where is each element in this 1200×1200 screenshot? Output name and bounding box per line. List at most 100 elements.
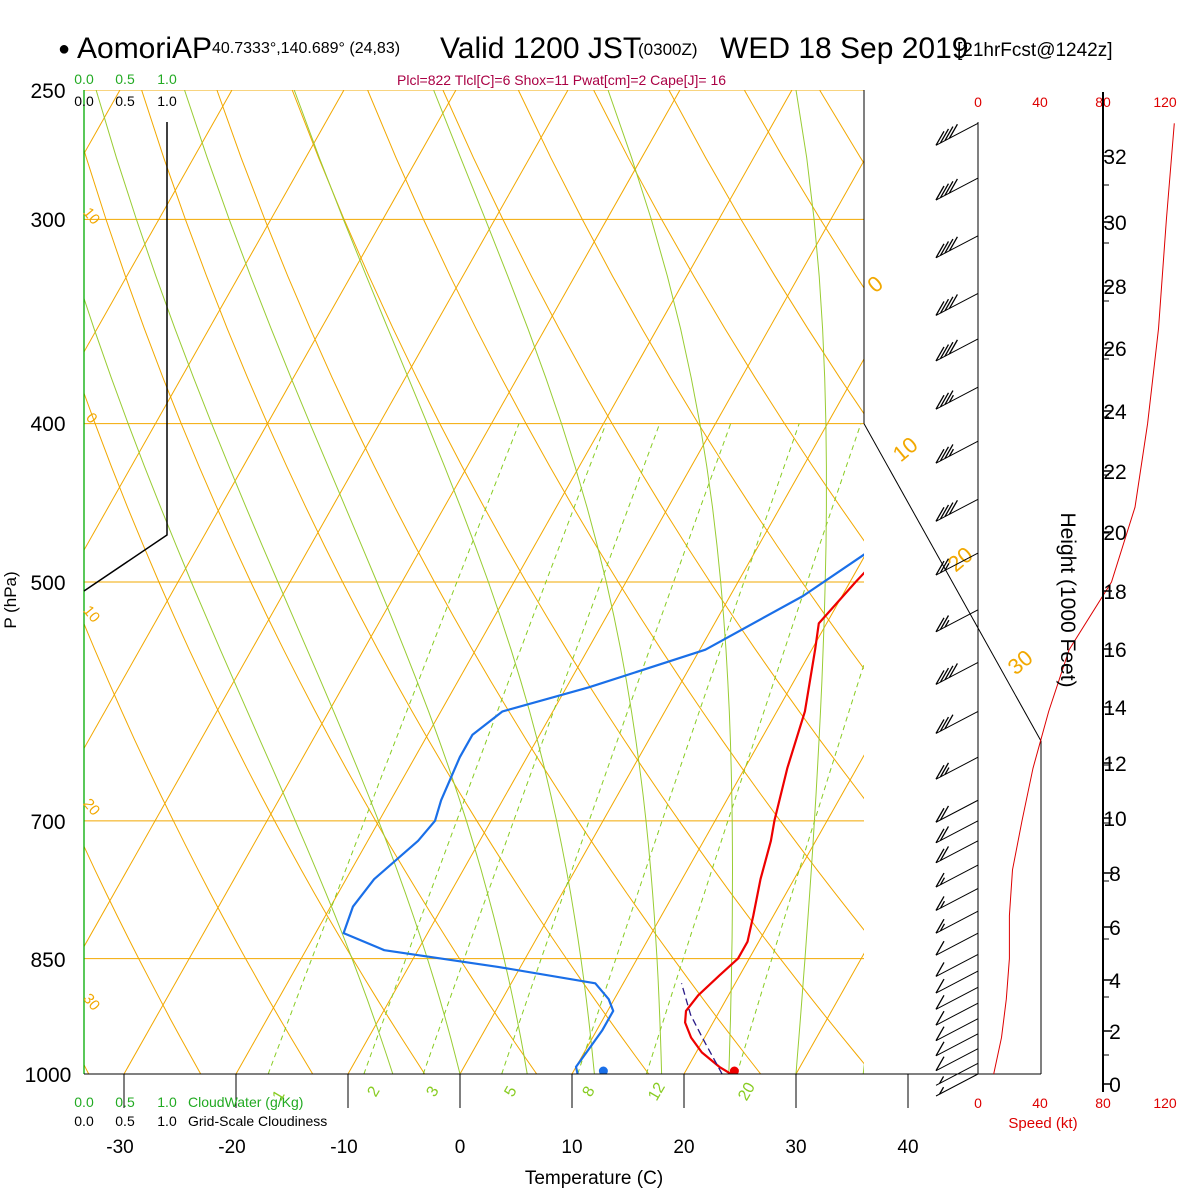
wind-barb-staff — [935, 609, 979, 633]
wind-barb-staff — [935, 498, 979, 522]
wind-barb-flag — [939, 392, 950, 408]
dry-adiabat-line — [593, 90, 864, 542]
wind-barb-flag — [935, 994, 945, 1010]
wind-barb-flag — [935, 828, 945, 844]
mixing-ratio-label: 20 — [735, 1080, 759, 1104]
dry-adiabat-line — [1196, 90, 1200, 1074]
isotherm-label: 10 — [79, 602, 103, 626]
wind-barb — [935, 1002, 979, 1026]
cloud-water-tick-top: 0.5 — [115, 71, 135, 87]
wind-barb — [935, 235, 979, 259]
wind-barb-flag — [944, 665, 954, 681]
wind-barb — [935, 986, 979, 1010]
wind-barb-flag — [935, 185, 945, 201]
wind-barb-staff — [935, 932, 979, 956]
mixing-ratio-line — [645, 423, 862, 1074]
wind-barb-staff — [935, 661, 979, 685]
wind-barb-flag — [948, 236, 958, 252]
wind-barb-flag — [939, 667, 950, 683]
wind-barb-flag — [935, 978, 945, 994]
isotherm-line — [84, 90, 233, 353]
wind-barb-flag — [939, 846, 950, 861]
mixing-ratio-line — [736, 662, 864, 1074]
wind-barb-flag — [935, 764, 945, 780]
wind-barb-staff — [935, 122, 979, 146]
wind-barb-flag — [944, 714, 954, 730]
wind-barb-staff — [935, 910, 979, 934]
moist-adiabat-line — [84, 296, 394, 1074]
height-tick-label: 12 — [1103, 753, 1126, 776]
wind-barb-flag — [939, 241, 950, 256]
temperature-tick-label: 20 — [673, 1137, 694, 1158]
dry-adiabat-line — [84, 845, 202, 1074]
mixing-ratio-line — [267, 423, 520, 1074]
wind-barb-flag — [935, 130, 945, 146]
moist-adiabat-line — [607, 90, 734, 1074]
surface-temperature-point — [729, 1066, 739, 1074]
moist-adiabat-line — [293, 90, 595, 1074]
wind-barb-flag — [944, 341, 954, 357]
height-tick-label: 18 — [1103, 581, 1126, 604]
height-tick-label: 10 — [1103, 808, 1126, 831]
wind-barb — [935, 1062, 979, 1086]
wind-barb-flag — [944, 390, 954, 405]
wind-barb-staff — [935, 954, 979, 977]
wind-barb — [935, 498, 979, 522]
wind-barb-flag — [935, 670, 945, 685]
wind-barb — [935, 910, 979, 934]
wind-barb — [935, 177, 979, 201]
speed-tick-top: 40 — [1032, 94, 1048, 110]
moist-adiabat-line — [95, 90, 461, 1074]
wind-barb — [935, 820, 979, 844]
wind-barb — [935, 954, 979, 977]
wind-barb — [935, 756, 979, 780]
wind-barb-flag — [935, 1056, 945, 1072]
wind-barb-staff — [935, 986, 979, 1010]
dewpoint-line — [342, 553, 864, 1074]
cloudiness-tick-bottom: 1.0 — [157, 1113, 177, 1129]
wind-barb-half — [939, 1086, 945, 1095]
wind-barb — [935, 122, 979, 146]
wind-barb-staff — [935, 756, 979, 780]
speed-tick-bottom: 120 — [1153, 1095, 1177, 1111]
wind-barb-staff — [935, 710, 979, 734]
speed-tick-bottom: 80 — [1095, 1095, 1111, 1111]
wind-barb-staff — [935, 1048, 979, 1072]
cloud-water-tick-bottom: 0.5 — [115, 1094, 135, 1110]
pressure-tick-label: 850 — [30, 949, 65, 972]
wind-barb-flag — [935, 962, 945, 977]
height-tick-label: 32 — [1103, 146, 1126, 169]
cloudiness-tick-bottom: 0.5 — [115, 1113, 135, 1129]
wind-barb-flag — [939, 183, 950, 198]
wind-barb-staff — [935, 1033, 979, 1057]
wind-barb — [935, 386, 979, 410]
mixing-ratio-label: 8 — [580, 1084, 599, 1100]
isotherm-label-right: 10 — [888, 432, 923, 467]
forecast-label: [21hrFcst@1242z] — [957, 40, 1113, 61]
wind-barb-flag — [948, 178, 958, 194]
wind-barb-flag — [939, 558, 950, 574]
wind-barb-flag — [939, 716, 950, 732]
station-coords: 40.7333°,140.689° (24,83) — [212, 40, 401, 57]
speed-tick-top: 120 — [1153, 94, 1177, 110]
wind-barb-staff — [935, 864, 979, 888]
wind-barb-flag — [935, 940, 945, 956]
wind-barb-flag — [939, 805, 950, 821]
wind-barb-flag — [939, 615, 950, 630]
wind-barb-half — [948, 448, 954, 457]
wind-barb-flag — [935, 1010, 945, 1026]
temperature-tick-label: 40 — [897, 1137, 918, 1158]
mixing-ratio-label: 2 — [365, 1084, 384, 1100]
wind-barb — [935, 1073, 979, 1097]
wind-panel: 0040408080120120Speed (kt) — [935, 94, 1177, 1132]
isotherm-line — [84, 90, 345, 552]
cloud-water-tick-bottom: 1.0 — [157, 1094, 177, 1110]
wind-barb-staff — [935, 1018, 979, 1042]
wind-barb — [935, 661, 979, 685]
wind-barb-half — [944, 563, 950, 571]
stability-indices: Plcl=822 Tlcl[C]=6 Shox=11 Pwat[cm]=2 Ca… — [397, 72, 727, 88]
wind-barb-flag — [935, 243, 945, 259]
wind-barb-flag — [935, 807, 945, 823]
wind-barb — [935, 710, 979, 734]
height-tick-label: 8 — [1109, 863, 1121, 886]
